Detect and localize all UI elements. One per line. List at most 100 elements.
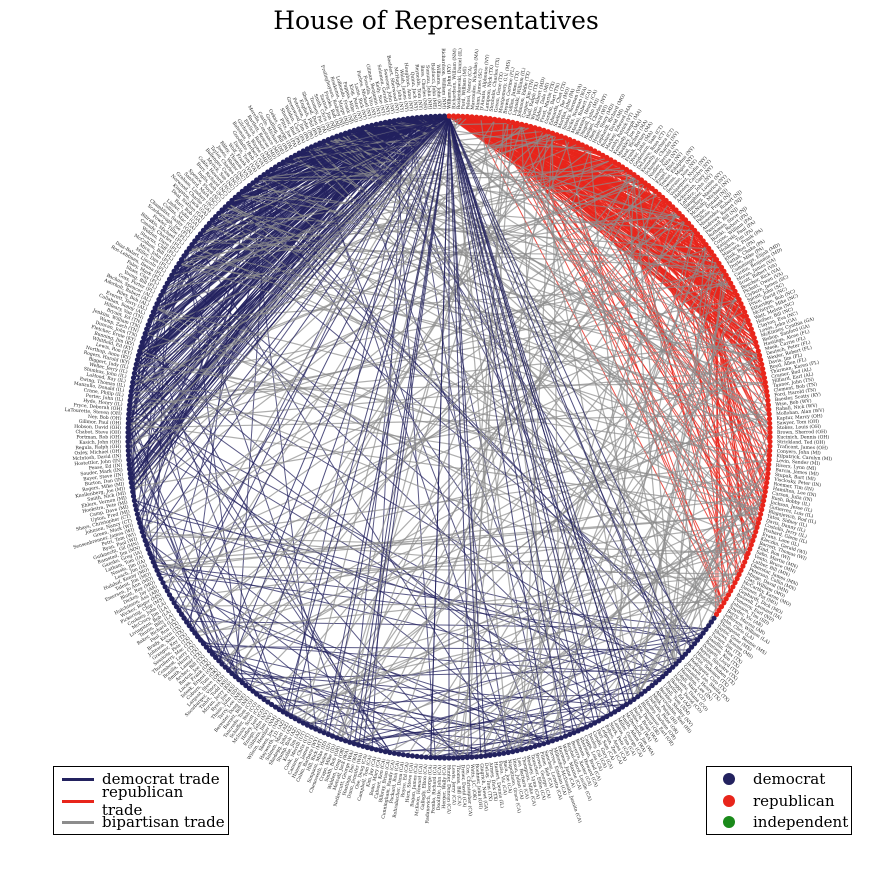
- party-legend: democrat republican independent: [706, 766, 852, 835]
- democrat-member-node: [127, 402, 133, 408]
- democrat-trade-edge: [130, 468, 240, 680]
- democrat-member-node: [523, 746, 529, 752]
- republican-member-node: [571, 138, 577, 144]
- democrat-member-node: [127, 471, 133, 477]
- member-label: McKeon, Howard (CA): [413, 763, 424, 816]
- democrat-trade-edge: [257, 117, 427, 182]
- member-label: Royce, Ed (CA): [399, 762, 410, 798]
- democrat-member-node: [356, 742, 362, 748]
- legend-independent: independent: [707, 812, 848, 832]
- republican-member-node: [765, 402, 772, 408]
- bipartisan-trade-edge: [367, 177, 638, 747]
- republican-member-node: [718, 264, 725, 270]
- republican-trade-edge: [494, 120, 731, 591]
- democrat-member-node: [338, 736, 344, 742]
- democrat-member-node: [334, 735, 340, 741]
- bipartisan-trade-edge: [257, 174, 634, 182]
- republican-member-node: [754, 344, 760, 350]
- republican-member-node: [579, 142, 585, 148]
- bipartisan-trade-edge: [393, 149, 591, 753]
- member-label: Kucinich, Dennis (OH): [777, 434, 829, 441]
- bipartisan-trade-edge: [163, 548, 749, 583]
- bipartisan-trade-edge: [141, 263, 719, 528]
- democrat-member-node: [347, 739, 353, 745]
- democrat-member-node: [364, 744, 370, 751]
- democrat-member-node: [162, 584, 168, 590]
- bipartisan-trade-edge: [130, 341, 755, 406]
- democrat-member-node: [596, 718, 602, 724]
- bipartisan-trade-edge: [137, 363, 769, 456]
- bipartisan-trade-edge: [336, 597, 726, 738]
- democrat-member-node: [176, 607, 182, 614]
- legend-independent-label: independent: [753, 813, 849, 831]
- republican-member-node: [532, 125, 538, 131]
- democrat-member-node: [373, 121, 379, 127]
- member-label: Sawyer, Tom (OH): [777, 418, 820, 427]
- democrat-trade-edge: [189, 116, 450, 250]
- democrat-member-node: [280, 709, 286, 715]
- democrat-trade-edge: [141, 526, 240, 680]
- democrat-trade-swatch: [62, 777, 94, 781]
- member-label: Herger, Wally (CA): [440, 765, 448, 809]
- democrat-member-node: [129, 484, 135, 490]
- democrat-member-node: [141, 533, 147, 539]
- democrat-trade-edge: [174, 116, 450, 603]
- republican-member-node: [455, 113, 461, 119]
- republican-member-node: [730, 284, 736, 290]
- democrat-member-node: [128, 480, 134, 486]
- democrat-member-node: [432, 755, 438, 761]
- democrat-trade-edge: [129, 418, 240, 679]
- democrat-member-node: [147, 317, 153, 324]
- democrat-member-node: [132, 502, 138, 508]
- democrat-member-node: [558, 735, 564, 741]
- democrat-trade-edge: [129, 116, 450, 410]
- bipartisan-trade-edge: [647, 526, 757, 688]
- democrat-member-node: [135, 352, 142, 358]
- republican-member-node: [596, 150, 602, 156]
- democrat-member-node: [162, 284, 168, 290]
- democrat-member-node: [166, 276, 173, 282]
- bipartisan-trade-edge: [307, 526, 757, 725]
- republican-member-node: [700, 238, 706, 244]
- democrat-member-node: [125, 443, 131, 449]
- democrat-trade-edge: [130, 116, 450, 474]
- democrat-member-node: [405, 752, 411, 759]
- member-label: Traficant, James (OH): [777, 443, 828, 451]
- democrat-member-node: [133, 507, 139, 513]
- democrat-member-node: [254, 177, 260, 183]
- republican-member-node: [756, 516, 763, 522]
- democrat-member-node: [128, 475, 134, 481]
- democrat-member-node: [206, 648, 212, 654]
- democrat-trade-edge: [145, 539, 289, 714]
- member-label: Pelosi, Nancy (CA): [464, 66, 473, 110]
- democrat-member-node: [627, 699, 633, 705]
- republican-member-node: [734, 576, 740, 582]
- republican-member-node: [460, 113, 466, 119]
- member-label: Pryce, Deborah (OH): [73, 401, 123, 412]
- democrat-trade-edge: [448, 116, 482, 756]
- bipartisan-trade-edge: [154, 513, 760, 563]
- member-label: Rogan, James (CA): [408, 763, 419, 807]
- republican-member-node: [764, 475, 771, 481]
- republican-member-node: [487, 116, 493, 122]
- democrat-trade-edge: [128, 436, 224, 664]
- democrat-member-node: [649, 682, 655, 689]
- democrat-member-node: [300, 148, 306, 154]
- bipartisan-trade-edge: [577, 295, 737, 731]
- democrat-member-node: [396, 117, 402, 123]
- democrat-trade-edge: [448, 116, 486, 755]
- democrat-member-node: [261, 172, 267, 178]
- bipartisan-trade-edge: [457, 132, 549, 757]
- democrat-trade-edge: [279, 116, 450, 166]
- democrat-member-node: [126, 461, 132, 468]
- member-label: Bass, Charles (NH): [419, 65, 429, 110]
- democrat-member-node: [656, 677, 662, 683]
- bipartisan-trade-edge: [275, 535, 754, 707]
- republican-member-node: [562, 135, 569, 141]
- democrat-member-node: [464, 754, 470, 761]
- republican-member-node: [706, 245, 712, 251]
- democrat-trade-edge: [448, 116, 692, 647]
- democrat-member-node: [378, 120, 384, 126]
- democrat-member-node: [562, 733, 569, 739]
- democrat-member-node: [265, 169, 271, 175]
